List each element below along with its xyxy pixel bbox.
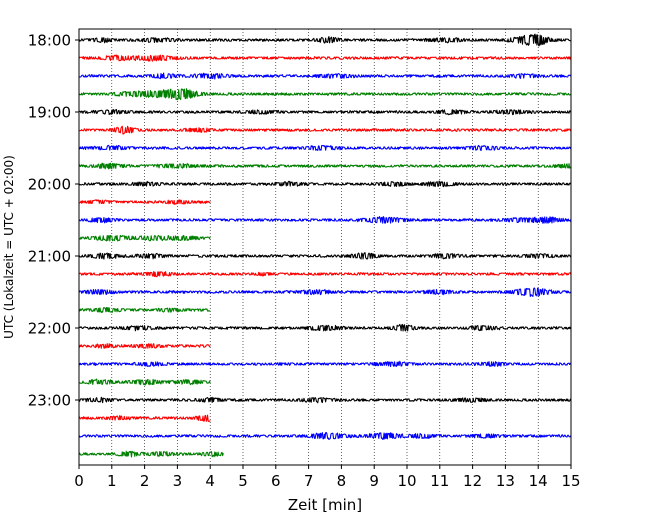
- seismogram-trace: [78, 162, 572, 170]
- y-tick-label: 20:00: [28, 176, 71, 194]
- x-tick-label: 8: [337, 472, 347, 490]
- seismogram-trace: [78, 360, 572, 368]
- seismogram-trace: [79, 414, 211, 422]
- x-tick-label: 1: [107, 472, 117, 490]
- x-tick-label: 5: [238, 472, 248, 490]
- y-axis-label: UTC (Lokalzeit = UTC + 02:00): [2, 155, 16, 339]
- seismogram-trace: [78, 431, 572, 441]
- y-tick-label: 21:00: [28, 248, 71, 266]
- seismogram-trace: [78, 378, 211, 386]
- x-tick-label: 15: [561, 472, 580, 490]
- y-tick-label: 19:00: [28, 104, 71, 122]
- x-tick-label: 3: [173, 472, 183, 490]
- seismogram-trace: [78, 323, 572, 332]
- x-tick-label: 12: [463, 472, 482, 490]
- seismogram-trace: [78, 306, 211, 313]
- x-axis-label: Zeit [min]: [288, 496, 362, 514]
- x-tick-label: 2: [140, 472, 150, 490]
- seismogram-trace: [78, 450, 224, 458]
- seismogram-trace: [78, 396, 572, 404]
- seismogram-trace: [78, 234, 211, 242]
- y-tick-label: 23:00: [28, 392, 71, 410]
- x-tick-label: 11: [430, 472, 449, 490]
- seismogram-trace: [78, 108, 572, 116]
- plot-frame: [78, 28, 572, 466]
- x-axis-ticks: 0 1 2 3 4 5 6 7 8 9 10 11 12 13 14 15: [74, 465, 581, 490]
- x-tick-label: 10: [397, 472, 416, 490]
- seismogram-trace: [78, 343, 211, 349]
- x-tick-label: 9: [369, 472, 379, 490]
- y-axis-ticks: 18:00 19:00 20:00 21:00 22:00 23:00: [28, 32, 79, 410]
- x-tick-label: 14: [529, 472, 548, 490]
- seismogram-trace: [78, 287, 572, 297]
- x-tick-label: 6: [271, 472, 281, 490]
- seismogram-trace: [78, 125, 572, 135]
- seismogram-trace: [78, 54, 572, 62]
- x-tick-label: 4: [205, 472, 215, 490]
- y-tick-label: 22:00: [28, 320, 71, 338]
- seismogram-trace: [78, 252, 572, 260]
- seismogram-trace: [78, 72, 572, 80]
- seismogram-trace: [78, 144, 572, 152]
- x-tick-label: 13: [496, 472, 515, 490]
- y-tick-label: 18:00: [28, 32, 71, 50]
- trace-series: [78, 33, 572, 458]
- x-tick-label: 0: [74, 472, 84, 490]
- seismogram-trace: [78, 199, 211, 205]
- seismogram-trace: [78, 216, 572, 224]
- seismogram-trace: [78, 180, 572, 188]
- seismogram-trace: [78, 33, 572, 47]
- x-tick-label: 7: [304, 472, 314, 490]
- seismogram-trace: [78, 270, 572, 278]
- seismogram-trace: [78, 88, 572, 101]
